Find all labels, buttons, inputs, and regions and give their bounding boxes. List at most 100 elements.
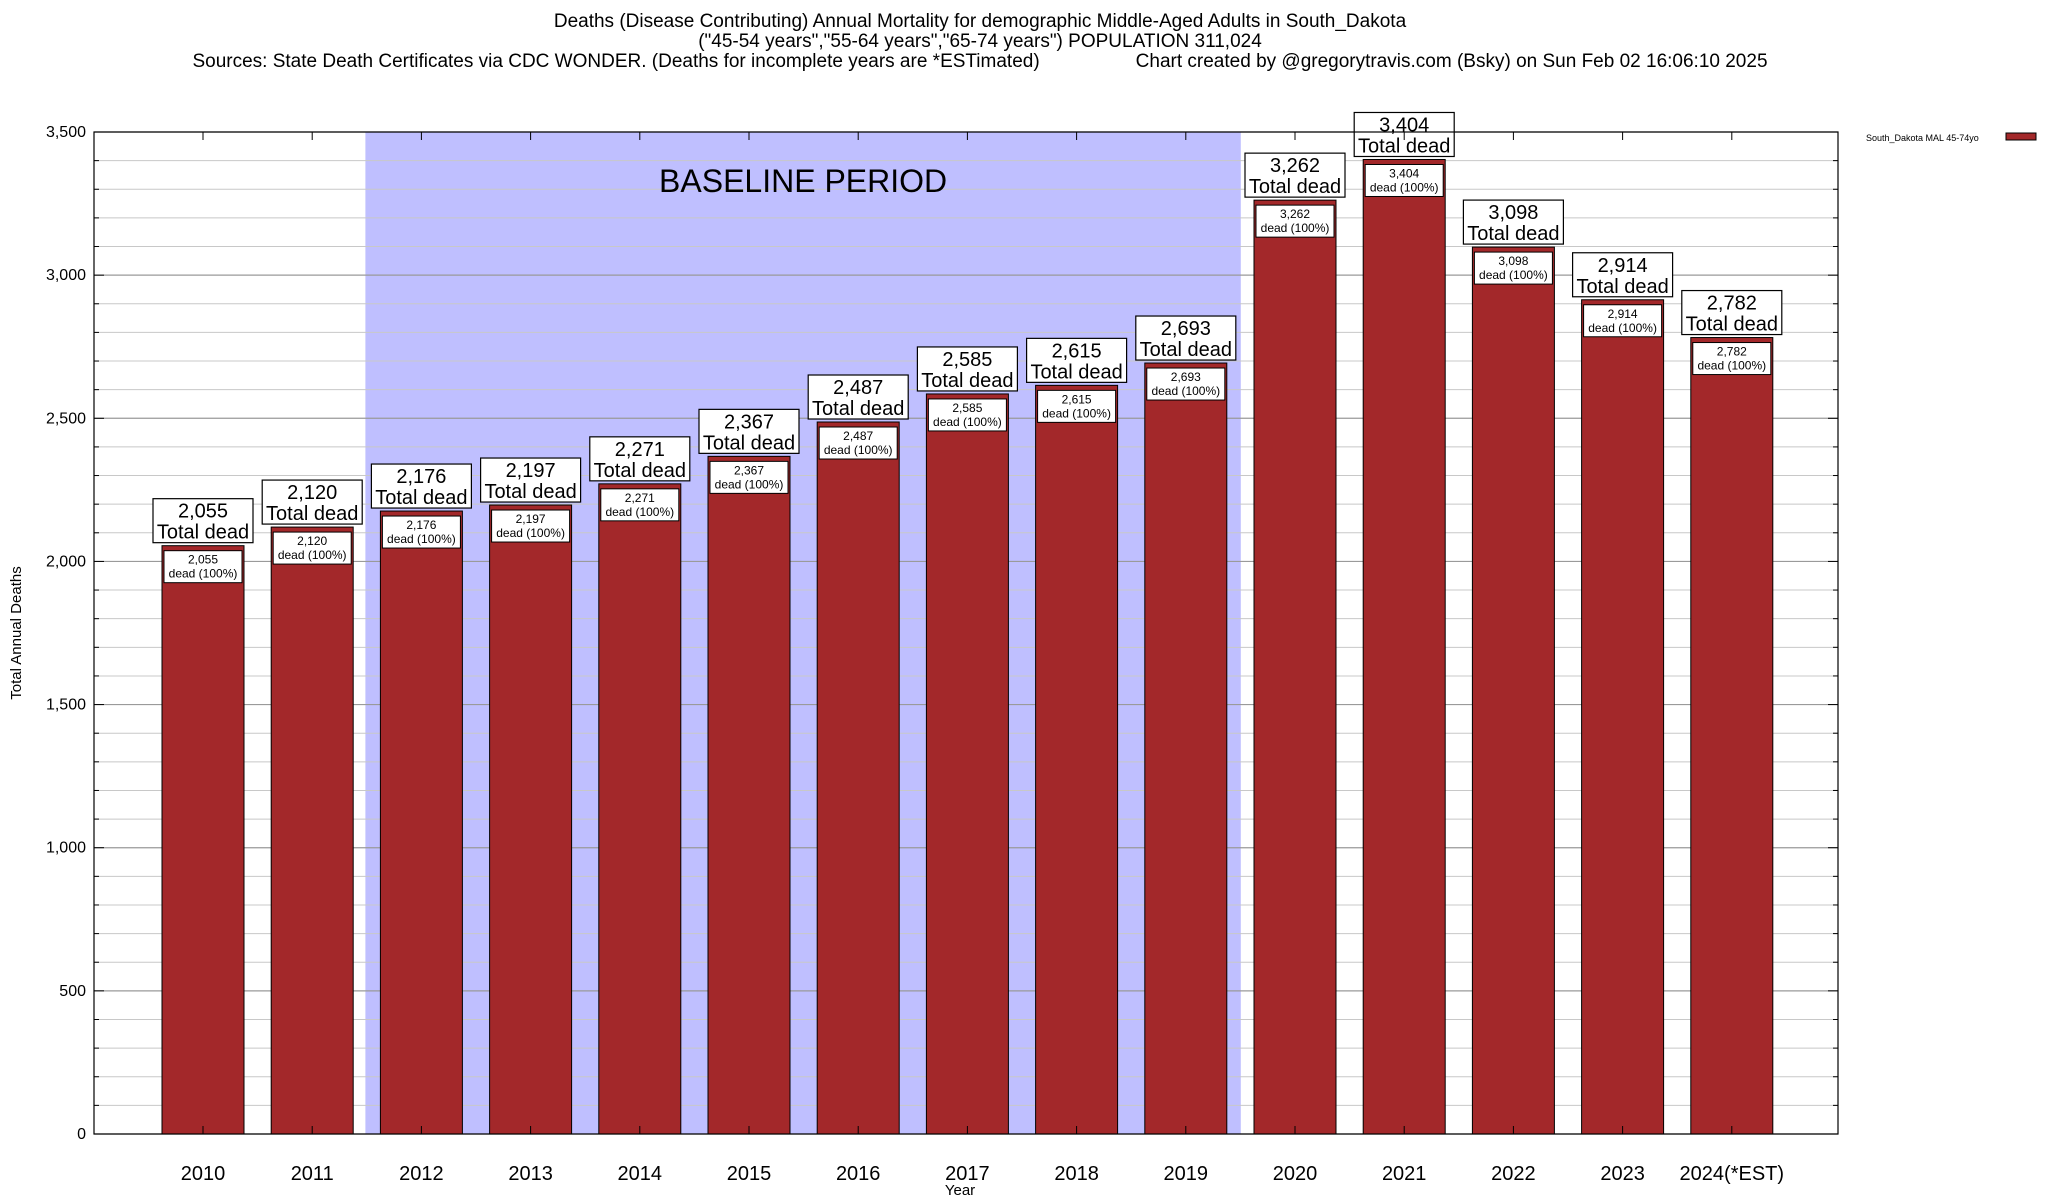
- chart-credit: Chart created by @gregorytravis.com (Bsk…: [1135, 51, 1768, 72]
- bar-inner-label-box: [381, 515, 461, 549]
- bar-inner-label-box: [1146, 367, 1226, 401]
- bar-top-value-label: 3,098: [1488, 202, 1538, 224]
- bar-top-label-box: [1681, 289, 1783, 336]
- bar: [1144, 362, 1228, 1135]
- x-tick-label: 2018: [1054, 1163, 1099, 1185]
- bar-inner-label-box: [272, 531, 352, 565]
- bar-inner-label-box: [163, 550, 243, 584]
- x-tick-label: 2023: [1600, 1163, 1645, 1185]
- bar: [270, 526, 354, 1135]
- bar-top-total-label: Total dead: [157, 522, 249, 544]
- bar-inner-value-label: 2,120: [297, 534, 327, 548]
- bar-inner-label-box: [818, 426, 898, 460]
- y-tick-label: 1,000: [46, 840, 86, 857]
- bar-inner-label-box: [927, 398, 1007, 432]
- bar-inner-value-label: 2,176: [406, 518, 436, 532]
- chart-subtitle: ("45-54 years","55-64 years","65-74 year…: [698, 31, 1262, 52]
- bar: [1253, 199, 1337, 1135]
- x-tick-label: 2012: [399, 1163, 444, 1185]
- bar-top-label-box: [480, 457, 582, 503]
- bar-top-value-label: 2,914: [1598, 255, 1648, 277]
- y-tick-label: 1,500: [46, 697, 86, 714]
- bar-inner-percent-label: dead (100%): [169, 567, 238, 581]
- bar-top-total-label: Total dead: [1249, 176, 1341, 198]
- x-tick-label: 2013: [508, 1163, 553, 1185]
- bar-inner-label-box: [1037, 389, 1117, 423]
- bar-top-value-label: 3,262: [1270, 155, 1320, 177]
- bar-inner-value-label: 2,271: [625, 491, 655, 505]
- bar-inner-label-box: [709, 460, 789, 494]
- bar-inner-value-label: 3,262: [1280, 207, 1310, 221]
- y-tick-label: 0: [77, 1126, 86, 1143]
- bar-inner-value-label: 2,693: [1171, 370, 1201, 384]
- bar-top-total-label: Total dead: [703, 432, 795, 454]
- y-tick-label: 3,000: [46, 267, 86, 284]
- bar: [598, 483, 682, 1135]
- bar-top-value-label: 2,271: [615, 439, 665, 461]
- bar-top-label-box: [807, 374, 909, 420]
- bar-inner-value-label: 2,197: [516, 512, 546, 526]
- bar-top-label-box: [1244, 152, 1346, 198]
- bar-inner-percent-label: dead (100%): [1588, 321, 1657, 335]
- bar-inner-percent-label: dead (100%): [824, 443, 893, 457]
- y-tick-label: 3,500: [46, 124, 86, 141]
- y-tick-label: 500: [59, 983, 86, 1000]
- bar-inner-value-label: 3,404: [1389, 166, 1419, 180]
- bar-inner-percent-label: dead (100%): [1042, 406, 1111, 420]
- x-tick-label: 2010: [181, 1163, 226, 1185]
- bar-inner-label-box: [1255, 204, 1335, 238]
- x-tick-label: 2019: [1164, 1163, 1209, 1185]
- legend-swatch: [2005, 132, 2037, 141]
- bar-inner-value-label: 2,914: [1608, 307, 1638, 321]
- bar: [1362, 158, 1446, 1135]
- plot-frame: [93, 131, 1839, 1135]
- bar-inner-percent-label: dead (100%): [1370, 180, 1439, 194]
- x-axis-label: Year: [945, 1182, 975, 1199]
- bar-inner-value-label: 2,615: [1062, 392, 1092, 406]
- bar-top-label-box: [370, 463, 472, 509]
- bar-top-value-label: 2,615: [1052, 340, 1102, 362]
- bar: [161, 545, 245, 1135]
- bar-top-label-box: [261, 479, 363, 525]
- bar-top-total-label: Total dead: [1686, 314, 1778, 336]
- bar-top-value-label: 2,487: [833, 377, 883, 399]
- bar: [1035, 384, 1119, 1135]
- bar-top-label-box: [1025, 337, 1128, 383]
- bar-top-label-box: [152, 498, 254, 544]
- bar-inner-value-label: 2,585: [952, 401, 982, 415]
- bar-inner-label-box: [1692, 342, 1772, 376]
- bar-inner-label-box: [1583, 304, 1663, 338]
- bar-top-value-label: 2,693: [1161, 318, 1211, 340]
- bar-inner-percent-label: dead (100%): [496, 526, 565, 540]
- bar-inner-value-label: 3,098: [1498, 254, 1528, 268]
- chart-sources: Sources: State Death Certificates via CD…: [192, 51, 1040, 72]
- bar-inner-value-label: 2,487: [843, 429, 873, 443]
- bar-top-label-box: [1571, 252, 1674, 298]
- y-tick-label: 2,000: [46, 553, 86, 570]
- x-tick-label: 2024(*EST): [1680, 1163, 1785, 1185]
- bar-top-total-label: Total dead: [594, 460, 686, 482]
- bar-top-label-box: [589, 436, 691, 482]
- bar: [925, 393, 1009, 1135]
- bar-top-value-label: 2,367: [724, 411, 774, 433]
- x-tick-label: 2011: [291, 1163, 334, 1185]
- bar: [379, 510, 463, 1135]
- bar-top-label-box: [698, 408, 800, 454]
- x-tick-label: 2016: [836, 1163, 881, 1185]
- bar-inner-value-label: 2,055: [188, 553, 218, 567]
- bar-top-total-label: Total dead: [484, 481, 576, 503]
- chart-source-row: Sources: State Death Certificates via CD…: [0, 52, 1960, 72]
- bar-top-label-box: [1135, 315, 1237, 361]
- bar: [1581, 299, 1665, 1135]
- bar-top-value-label: 2,120: [287, 482, 337, 504]
- bar-top-total-label: Total dead: [1358, 135, 1450, 157]
- bar-inner-percent-label: dead (100%): [1261, 221, 1330, 235]
- bar-top-total-label: Total dead: [1140, 339, 1232, 361]
- bar-top-total-label: Total dead: [1576, 276, 1668, 298]
- bar-inner-value-label: 2,782: [1717, 345, 1747, 359]
- bar-top-total-label: Total dead: [1030, 361, 1122, 383]
- bar-top-total-label: Total dead: [921, 370, 1013, 392]
- bar-inner-percent-label: dead (100%): [1151, 384, 1220, 398]
- bar-top-value-label: 2,782: [1707, 293, 1757, 315]
